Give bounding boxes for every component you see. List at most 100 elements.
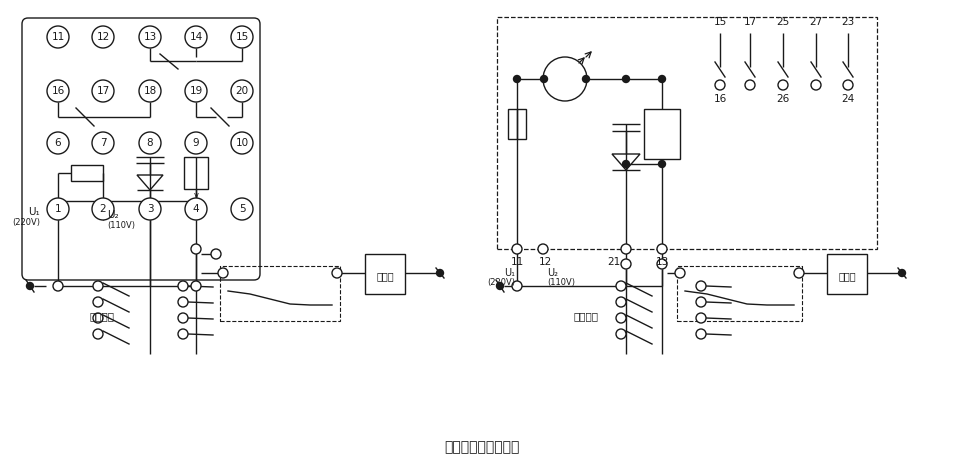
Text: 16: 16 bbox=[51, 86, 65, 96]
Text: U₂: U₂ bbox=[547, 268, 558, 278]
Text: 21: 21 bbox=[607, 257, 621, 267]
Text: 7: 7 bbox=[99, 138, 106, 148]
Circle shape bbox=[92, 26, 114, 48]
Circle shape bbox=[843, 80, 853, 90]
Circle shape bbox=[696, 297, 706, 307]
Circle shape bbox=[778, 80, 788, 90]
Text: 跳闸回路监视典型图: 跳闸回路监视典型图 bbox=[444, 440, 520, 454]
Circle shape bbox=[675, 268, 685, 278]
Circle shape bbox=[93, 281, 103, 291]
Bar bbox=[677, 266, 802, 321]
Circle shape bbox=[496, 282, 503, 289]
Text: 27: 27 bbox=[810, 17, 822, 27]
Bar bbox=[508, 109, 526, 139]
Text: 9: 9 bbox=[193, 138, 200, 148]
Circle shape bbox=[47, 198, 69, 220]
Circle shape bbox=[139, 80, 161, 102]
Text: 断路器: 断路器 bbox=[838, 271, 856, 281]
Text: 8: 8 bbox=[147, 138, 153, 148]
Text: 15: 15 bbox=[235, 32, 249, 42]
Circle shape bbox=[696, 281, 706, 291]
Text: 11: 11 bbox=[51, 32, 65, 42]
Text: v: v bbox=[194, 190, 199, 199]
Circle shape bbox=[47, 132, 69, 154]
Circle shape bbox=[178, 297, 188, 307]
Text: 断路器: 断路器 bbox=[376, 271, 394, 281]
Circle shape bbox=[139, 26, 161, 48]
Text: 跳闸触点: 跳闸触点 bbox=[573, 311, 598, 321]
Text: (220V): (220V) bbox=[487, 279, 515, 287]
Circle shape bbox=[93, 297, 103, 307]
Circle shape bbox=[623, 76, 629, 83]
Text: 1: 1 bbox=[55, 204, 62, 214]
Circle shape bbox=[191, 281, 201, 291]
Circle shape bbox=[658, 160, 665, 167]
Circle shape bbox=[178, 329, 188, 339]
Bar bbox=[827, 254, 867, 294]
Circle shape bbox=[231, 198, 253, 220]
Circle shape bbox=[92, 132, 114, 154]
Circle shape bbox=[53, 281, 63, 291]
Circle shape bbox=[621, 244, 631, 254]
Circle shape bbox=[657, 244, 667, 254]
Circle shape bbox=[47, 80, 69, 102]
Text: (220V): (220V) bbox=[12, 218, 40, 227]
Circle shape bbox=[139, 132, 161, 154]
Circle shape bbox=[185, 198, 207, 220]
Circle shape bbox=[185, 132, 207, 154]
Circle shape bbox=[658, 76, 665, 83]
Bar bbox=[365, 254, 405, 294]
Text: 4: 4 bbox=[193, 204, 200, 214]
Text: 19: 19 bbox=[189, 86, 202, 96]
Text: 15: 15 bbox=[713, 17, 727, 27]
Text: 6: 6 bbox=[55, 138, 62, 148]
Circle shape bbox=[811, 80, 821, 90]
Text: 3: 3 bbox=[147, 204, 153, 214]
Circle shape bbox=[512, 281, 522, 291]
Text: 12: 12 bbox=[538, 257, 551, 267]
Circle shape bbox=[616, 297, 626, 307]
Circle shape bbox=[93, 313, 103, 323]
Circle shape bbox=[231, 26, 253, 48]
Circle shape bbox=[178, 281, 188, 291]
Circle shape bbox=[538, 244, 548, 254]
Circle shape bbox=[582, 76, 590, 83]
Text: 11: 11 bbox=[510, 257, 523, 267]
Circle shape bbox=[616, 329, 626, 339]
Text: 20: 20 bbox=[235, 86, 249, 96]
Text: U₂: U₂ bbox=[107, 210, 119, 220]
Text: 17: 17 bbox=[743, 17, 757, 27]
Bar bbox=[644, 109, 680, 159]
Circle shape bbox=[139, 198, 161, 220]
Text: 16: 16 bbox=[713, 94, 727, 104]
Circle shape bbox=[26, 282, 34, 289]
Text: 23: 23 bbox=[842, 17, 855, 27]
Text: 14: 14 bbox=[189, 32, 202, 42]
Text: 5: 5 bbox=[239, 204, 245, 214]
Circle shape bbox=[657, 259, 667, 269]
Circle shape bbox=[514, 76, 521, 83]
Circle shape bbox=[231, 80, 253, 102]
Bar bbox=[184, 157, 208, 189]
Circle shape bbox=[185, 26, 207, 48]
Circle shape bbox=[47, 26, 69, 48]
Circle shape bbox=[616, 281, 626, 291]
Text: U₁: U₁ bbox=[504, 268, 515, 278]
Circle shape bbox=[211, 249, 221, 259]
Text: (110V): (110V) bbox=[547, 279, 575, 287]
Text: 13: 13 bbox=[656, 257, 669, 267]
Text: 25: 25 bbox=[776, 17, 790, 27]
Circle shape bbox=[794, 268, 804, 278]
Text: 12: 12 bbox=[96, 32, 110, 42]
Circle shape bbox=[512, 244, 522, 254]
Circle shape bbox=[898, 270, 905, 277]
Circle shape bbox=[541, 76, 548, 83]
Circle shape bbox=[543, 57, 587, 101]
Circle shape bbox=[92, 198, 114, 220]
Text: 跳闸触点: 跳闸触点 bbox=[90, 311, 115, 321]
Circle shape bbox=[93, 329, 103, 339]
Bar bbox=[71, 165, 103, 181]
Circle shape bbox=[185, 80, 207, 102]
Text: U₁: U₁ bbox=[28, 207, 40, 217]
Circle shape bbox=[218, 268, 228, 278]
